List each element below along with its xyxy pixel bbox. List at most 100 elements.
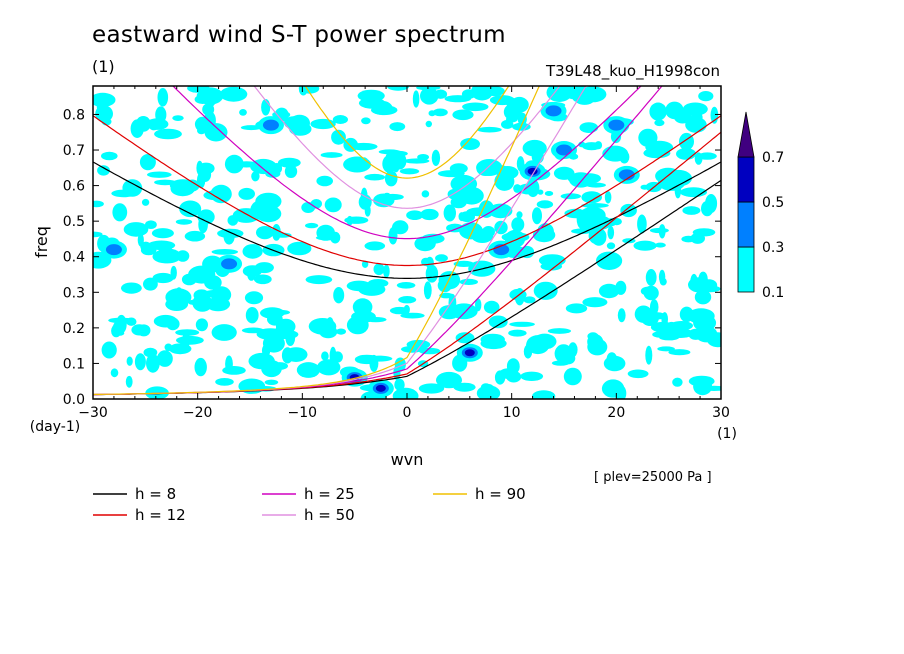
contour-patch [101,151,118,161]
x-tick-label: 10 [503,405,521,421]
contour-patch [154,128,182,140]
contour-patch [349,142,378,151]
contour-patch [705,194,718,213]
pressure-level-note: [ plev=25000 Pa ] [594,470,712,485]
colorbar-label: 0.7 [762,150,784,166]
contour-patch [690,232,705,244]
contour-patch [194,357,207,377]
x-tick-label: −10 [288,405,318,421]
contour-patch [273,232,292,238]
dispersion-curve [172,86,642,240]
contour-patch [157,350,173,367]
contour-patch [565,303,588,314]
contour-patch [446,223,464,233]
contour-patch [176,335,204,345]
dispersion-curve [304,86,510,179]
contour-patch [517,112,527,126]
legend-entry: h = 50 [304,506,355,524]
contour-patch [326,317,334,330]
contour-patch [668,349,691,356]
contour-patch [418,383,445,394]
contour-spot-mid [545,105,562,117]
contour-patch [324,197,342,213]
contour-patch [289,122,312,136]
contour-patch [398,296,417,304]
contour-patch [253,274,272,285]
colorbar-swatch [737,201,755,248]
contour-patch [587,338,608,356]
contour-patch [392,220,409,235]
x-tick-label: 0 [403,405,412,421]
contour-patch [315,235,338,241]
contour-patch [320,152,343,158]
contour-patch [112,203,128,222]
contour-patch [425,120,432,128]
contour-patch [162,250,173,262]
colorbar: 0.1 0.3 0.5 0.7 [737,111,784,301]
contour-patch [364,173,386,181]
contour-patch [480,383,491,391]
contour-patch [610,382,617,390]
contour-patch [146,353,160,373]
contour-patch [547,328,572,334]
contour-patch [225,355,233,373]
contour-patch [627,369,649,379]
contour-patch [579,122,599,133]
contour-patch [396,282,416,289]
contour-patch [147,240,176,251]
contour-patch [352,298,373,316]
contour-patch [346,315,369,335]
contour-patch [606,242,616,250]
contour-patch [533,281,558,300]
contour-patch [332,115,348,124]
y-axis-label: freq [32,226,51,258]
contour-patch [501,232,530,243]
y-axis-unit: (day-1) [30,419,80,435]
contour-patch [115,330,125,336]
contour-patch [126,317,137,326]
contour-patch [298,86,308,96]
contour-patch [537,189,544,195]
contour-patch [443,204,456,222]
contour-patch [475,298,482,312]
contour-spot-mid [556,144,572,156]
contour-patch [489,95,515,106]
contour-patch [425,264,439,283]
y-tick-label: 0.7 [63,143,85,159]
contour-patch [361,260,369,268]
contour-patch [532,207,542,225]
contour-patch [523,296,536,304]
contour-patch [285,330,296,346]
contour-patch [654,242,666,248]
contour-patch [101,341,117,359]
contour-patch [383,264,390,278]
contour-patch [125,375,133,388]
legend: h = 8 h = 12 h = 25 h = 50 h = 90 [93,485,526,524]
contour-patch [143,347,158,358]
legend-entry: h = 8 [135,485,176,503]
contour-patch [332,351,343,363]
contour-patch [431,149,441,166]
contour-patch [602,145,629,162]
contour-patch [233,161,260,168]
contour-patch [361,117,371,125]
contour-spot-core [375,384,386,392]
contour-patch [710,106,719,124]
contour-patch [384,170,398,187]
contour-patch [219,86,248,102]
contour-patch [439,292,454,299]
contour-patch [145,386,169,399]
contour-patch [400,312,425,319]
contour-patch [389,122,406,132]
colorbar-label: 0.1 [762,285,784,301]
contour-patch [174,287,184,305]
contour-patch [449,374,456,388]
contour-patch [284,347,308,362]
legend-entry: h = 12 [135,506,186,524]
contour-patch [373,263,385,276]
contour-patch [423,281,432,300]
contour-patch [665,101,684,120]
contour-patch [357,89,385,102]
contour-patch [123,222,149,237]
contour-patch [607,225,615,240]
